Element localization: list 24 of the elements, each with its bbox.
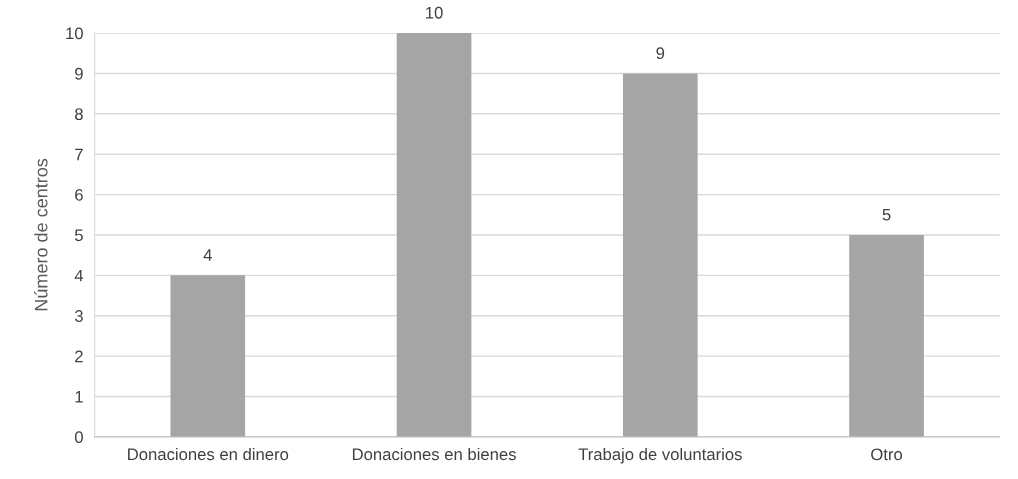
data-label: 4 <box>203 249 212 261</box>
y-axis-title: Número de centros <box>34 158 48 311</box>
bar <box>849 234 924 437</box>
y-tick-label: 3 <box>74 310 83 322</box>
x-tick-label: Donaciones en bienes <box>352 447 516 461</box>
data-label: 10 <box>426 6 443 19</box>
y-tick-label: 10 <box>66 27 83 40</box>
y-tick-label: 5 <box>74 229 83 242</box>
y-tick-label: 4 <box>74 269 84 282</box>
x-tick-label: Donaciones en dinero <box>128 447 289 461</box>
y-tick-label: 2 <box>75 350 83 363</box>
data-label: 9 <box>656 47 665 60</box>
y-tick-label: 7 <box>75 148 83 161</box>
bar <box>622 73 698 437</box>
y-tick-label: 9 <box>75 67 83 80</box>
y-tick-label: 8 <box>75 108 83 121</box>
x-tick-label: Otro <box>871 448 903 461</box>
y-tick-label: 0 <box>74 431 83 444</box>
y-tick-label: 6 <box>75 188 83 201</box>
bar <box>170 275 246 437</box>
y-tick-label: 1 <box>75 391 83 403</box>
x-tick-label: Trabajo de voluntarios <box>578 447 742 464</box>
data-label: 5 <box>882 208 891 221</box>
bar <box>396 33 472 437</box>
